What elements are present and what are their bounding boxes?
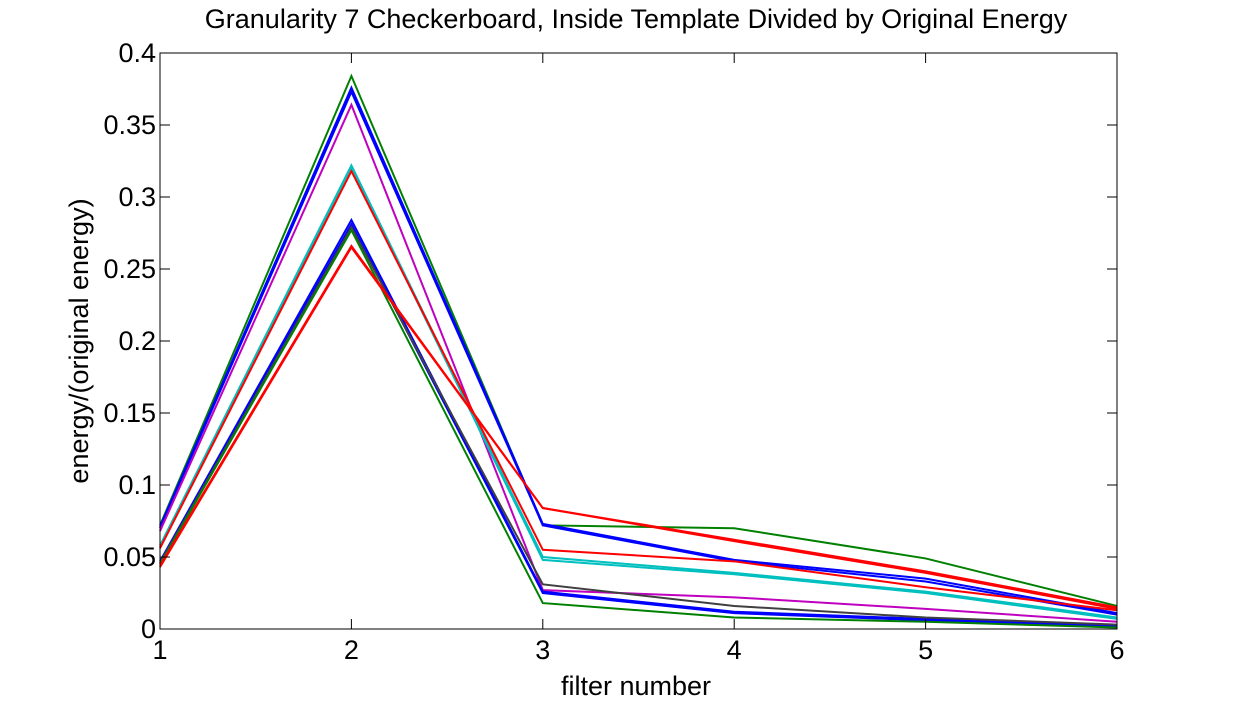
series-line-13	[159, 245, 1118, 610]
y-tick-label: 0.15	[103, 398, 156, 428]
series-line-11	[159, 228, 1118, 629]
series-line-12	[159, 244, 1118, 609]
series-line-7	[159, 168, 1118, 612]
x-tick-label: 5	[918, 635, 933, 665]
series-line-10	[159, 225, 1118, 626]
x-tick-label: 4	[727, 635, 742, 665]
y-axis-label: energy/(original energy)	[64, 198, 94, 483]
y-tick-label: 0.3	[118, 182, 156, 212]
y-tick-label: 0.25	[103, 254, 156, 284]
y-tick-label: 0.4	[118, 38, 156, 68]
y-tick-label: 0.1	[118, 470, 156, 500]
x-tick-label: 6	[1109, 635, 1124, 665]
series-line-2	[159, 85, 1118, 615]
x-axis-label: filter number	[561, 671, 711, 701]
x-axis: 1 2 3 4 5 6	[152, 53, 1125, 665]
x-tick-label: 2	[344, 635, 359, 665]
y-tick-label: 0.2	[118, 326, 156, 356]
y-axis: 0 0.05 0.1 0.15 0.2 0.25 0.3 0.35 0.4	[103, 38, 1117, 644]
x-tick-label: 3	[535, 635, 550, 665]
series-line-8	[159, 217, 1118, 628]
x-tick-label: 1	[152, 635, 167, 665]
series-line-3	[159, 89, 1118, 616]
y-tick-label: 0	[141, 614, 156, 644]
y-tick-label: 0.35	[103, 110, 156, 140]
series-line-4	[159, 102, 1118, 623]
series-line-6	[159, 164, 1118, 620]
plot-lines	[159, 73, 1118, 629]
series-line-1	[159, 73, 1118, 607]
chart-title: Granularity 7 Checkerboard, Inside Templ…	[205, 4, 1068, 34]
series-line-9	[159, 222, 1118, 628]
series-line-5	[159, 163, 1118, 619]
y-tick-label: 0.05	[103, 542, 156, 572]
